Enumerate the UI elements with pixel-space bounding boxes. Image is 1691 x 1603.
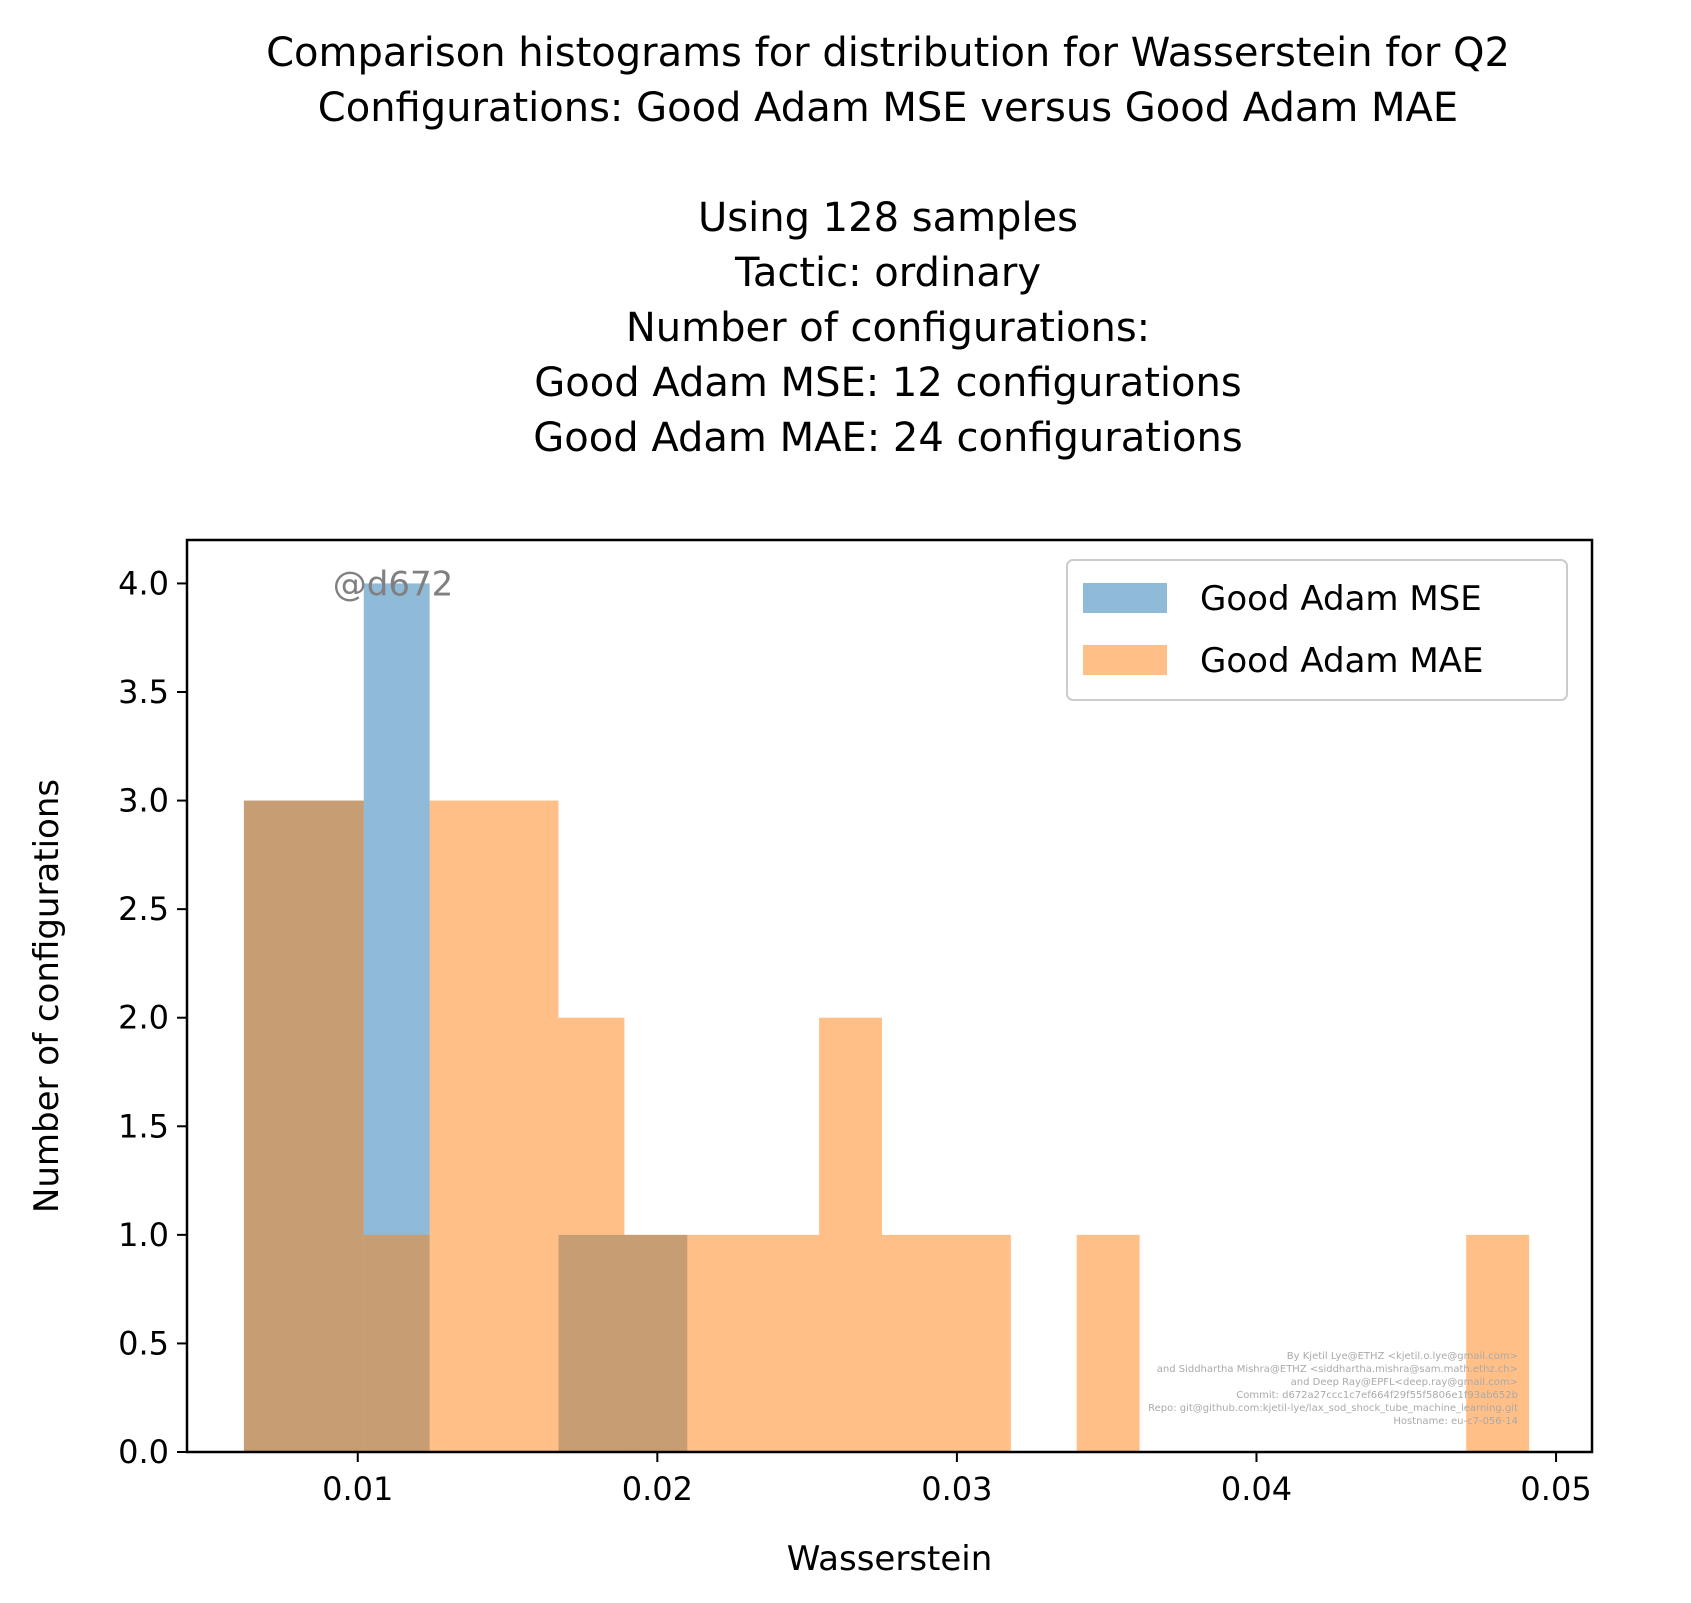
- credit-line: Repo: git@github.com:kjetil-lye/lax_sod_…: [1148, 1403, 1518, 1414]
- credit-line: Commit: d672a27ccc1c7ef664f29f55f5806e1f…: [1236, 1390, 1518, 1401]
- y-tick-label: 3.5: [118, 673, 169, 711]
- commit-annotation: @d672: [333, 564, 453, 604]
- y-tick-label: 4.0: [118, 564, 169, 602]
- y-tick-label: 0.5: [118, 1324, 169, 1362]
- plot-area-frame: [185, 538, 1594, 1454]
- bar-series-2: [363, 1234, 430, 1452]
- bar-series-2: [882, 1234, 1011, 1452]
- x-tick-label: 0.02: [622, 1470, 693, 1508]
- y-tick-label: 1.5: [118, 1107, 169, 1145]
- y-tick-label: 2.0: [118, 999, 169, 1037]
- x-axis-ticks: 0.01 0.02 0.03 0.04 0.05: [322, 1452, 1592, 1508]
- title-line: Number of configurations:: [626, 305, 1150, 351]
- histogram-bars: [243, 583, 1530, 1452]
- x-axis-label: Wasserstein: [787, 1539, 993, 1579]
- bar-series-2: [243, 800, 364, 1452]
- credit-line: Hostname: eu-c7-056-14: [1393, 1416, 1518, 1427]
- y-axis-label: Number of configurations: [27, 779, 67, 1213]
- legend-box: [1066, 559, 1568, 701]
- title-line: Configurations: Good Adam MSE versus Goo…: [318, 85, 1458, 131]
- title-line: Good Adam MSE: 12 configurations: [534, 360, 1241, 406]
- title-line: Tactic: ordinary: [734, 250, 1041, 296]
- legend-label: Good Adam MAE: [1200, 641, 1483, 681]
- title-line: Good Adam MAE: 24 configurations: [533, 415, 1242, 461]
- x-tick-label: 0.03: [921, 1470, 992, 1508]
- y-tick-label: 3.0: [118, 782, 169, 820]
- credits-text: By Kjetil Lye@ETHZ <kjetil.o.lye@gmail.c…: [1148, 1351, 1518, 1427]
- x-tick-label: 0.04: [1221, 1470, 1292, 1508]
- x-tick-label: 0.05: [1520, 1470, 1591, 1508]
- title-line: Using 128 samples: [698, 195, 1078, 241]
- credit-line: and Siddhartha Mishra@ETHZ <siddhartha.m…: [1157, 1364, 1518, 1375]
- legend: Good Adam MSE Good Adam MAE: [1066, 559, 1568, 701]
- y-tick-label: 1.0: [118, 1216, 169, 1254]
- y-axis-ticks: 0.0 0.5 1.0 1.5 2.0 2.5 3.0 3.5 4.0: [118, 564, 187, 1471]
- bar-series-2: [819, 1017, 883, 1452]
- bar-series-2: [1466, 1234, 1530, 1452]
- x-tick-label: 0.01: [322, 1470, 393, 1508]
- y-tick-label: 0.0: [118, 1433, 169, 1471]
- y-tick-label: 2.5: [118, 890, 169, 928]
- bar-series-2: [429, 800, 559, 1452]
- legend-swatch: [1083, 645, 1167, 675]
- chart-title: Comparison histograms for distribution f…: [266, 30, 1510, 461]
- legend-label: Good Adam MSE: [1200, 579, 1482, 619]
- credit-line: and Deep Ray@EPFL<deep.ray@gmail.com>: [1291, 1377, 1518, 1388]
- title-line: Comparison histograms for distribution f…: [266, 30, 1510, 76]
- bar-series-2: [1076, 1234, 1140, 1452]
- bar-series-2: [624, 1234, 820, 1452]
- legend-swatch: [1083, 583, 1167, 613]
- bar-series-2: [558, 1017, 625, 1452]
- credit-line: By Kjetil Lye@ETHZ <kjetil.o.lye@gmail.c…: [1287, 1351, 1518, 1362]
